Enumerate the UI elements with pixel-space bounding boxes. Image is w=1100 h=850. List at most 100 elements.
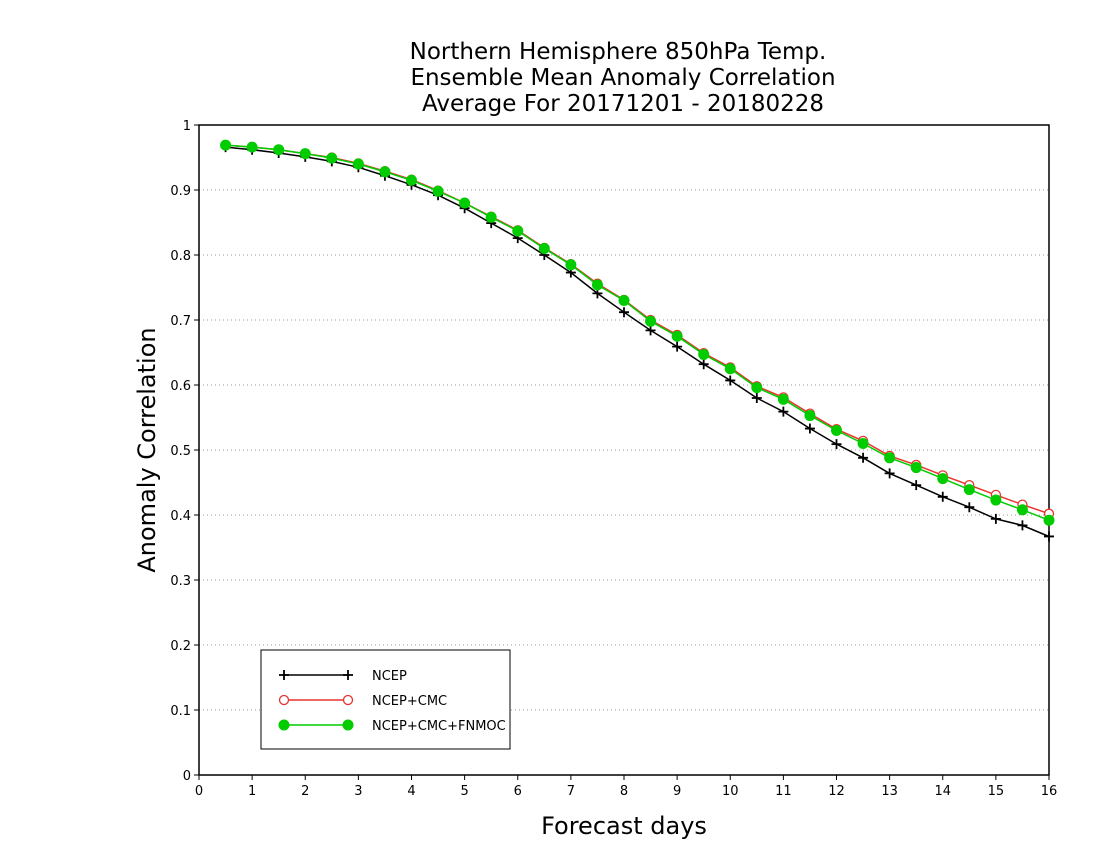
- legend: NCEP NCEP+CMC NCEP+CMC+FNMOC: [260, 649, 511, 750]
- axis-ticks: 00.10.20.30.40.50.60.70.80.910 1 2 3 4 5 6 7 8 9 1…: [170, 119, 1057, 799]
- legend-samples: [278, 670, 354, 731]
- grid: [199, 189, 1049, 711]
- data-point-ncep-cmc-fnmoc: [777, 393, 789, 405]
- data-point-ncep: [672, 341, 683, 352]
- data-point-ncep-cmc-fnmoc: [857, 438, 869, 449]
- x-tick-label: 11: [775, 784, 792, 799]
- legend-sample-marker: [279, 670, 289, 680]
- series-line-ncep-cmc: [225, 144, 1050, 515]
- data-point-ncep: [804, 423, 815, 434]
- data-point-ncep-cmc-fnmoc: [1043, 514, 1055, 526]
- data-point-ncep-cmc-fnmoc: [538, 243, 550, 254]
- series-ncep-cmc: [220, 139, 1055, 519]
- x-tick-label: 9: [673, 784, 681, 799]
- data-point-ncep-cmc-fnmoc: [273, 144, 285, 156]
- x-tick-label: 16: [1041, 784, 1058, 799]
- x-tick-label: 12: [828, 784, 845, 799]
- x-tick-label: 10: [722, 784, 739, 799]
- data-point-ncep-cmc-fnmoc: [963, 484, 975, 496]
- y-tick-label: 0.8: [170, 249, 191, 264]
- data-point-ncep: [990, 513, 1001, 524]
- data-point-ncep-cmc-fnmoc: [937, 473, 949, 485]
- y-tick-label: 0: [183, 769, 191, 784]
- x-tick-label: 13: [881, 784, 898, 799]
- y-tick-label: 0.9: [170, 184, 191, 199]
- legend-label-ncep: NCEP: [372, 669, 407, 684]
- x-tick-label: 15: [988, 784, 1005, 799]
- legend-sample-marker: [343, 670, 353, 680]
- plot-frame: [198, 124, 1050, 776]
- series-layer: [220, 139, 1055, 542]
- data-point-ncep: [884, 468, 895, 479]
- y-tick-label: 0.1: [170, 704, 191, 719]
- series-line-ncep: [225, 146, 1050, 538]
- data-point-ncep: [858, 452, 869, 463]
- data-point-ncep: [831, 439, 842, 450]
- data-point-ncep: [964, 502, 975, 513]
- y-tick-label: 0.4: [170, 509, 191, 524]
- legend-sample-marker: [342, 694, 354, 706]
- x-axis-label: Forecast days: [541, 812, 707, 840]
- x-tick-label: 5: [460, 784, 468, 799]
- title-line-3: Average For 20171201 - 20180228: [422, 91, 824, 117]
- data-point-ncep-cmc-fnmoc: [432, 185, 444, 197]
- data-point-ncep-cmc-fnmoc: [485, 211, 497, 223]
- data-point-ncep: [725, 375, 736, 386]
- data-point-ncep-cmc-fnmoc: [220, 139, 232, 151]
- data-point-ncep-cmc-fnmoc: [299, 148, 311, 160]
- y-tick-label: 0.3: [170, 574, 191, 589]
- data-point-ncep-cmc-fnmoc: [831, 425, 842, 436]
- data-point-ncep-cmc-fnmoc: [910, 462, 922, 474]
- y-tick-label: 0.2: [170, 639, 191, 654]
- series-ncep: [220, 142, 1054, 542]
- x-tick-label: 3: [354, 784, 362, 799]
- data-point-ncep-cmc-fnmoc: [326, 152, 338, 164]
- data-point-ncep-cmc-fnmoc: [512, 225, 524, 237]
- y-tick-label: 1: [183, 119, 191, 134]
- data-point-ncep-cmc-fnmoc: [352, 158, 364, 170]
- data-point-ncep: [751, 393, 762, 403]
- data-point-ncep: [1044, 531, 1054, 542]
- data-point-ncep-cmc-fnmoc: [990, 494, 1002, 506]
- series-ncep-cmc-fnmoc: [220, 139, 1055, 526]
- data-point-ncep-cmc-fnmoc: [379, 166, 391, 178]
- data-point-ncep-cmc-fnmoc: [884, 452, 896, 464]
- data-point-ncep-cmc-fnmoc: [724, 363, 736, 375]
- legend-label-ncep-cmc-fnmoc: NCEP+CMC+FNMOC: [372, 719, 506, 734]
- data-point-ncep: [911, 480, 922, 491]
- data-point-ncep-cmc-fnmoc: [459, 197, 471, 209]
- title-line-1: Northern Hemisphere 850hPa Temp.: [410, 39, 827, 65]
- y-tick-label: 0.7: [170, 314, 191, 329]
- data-point-ncep-cmc-fnmoc: [671, 330, 683, 342]
- data-point-ncep: [698, 359, 709, 370]
- legend-label-ncep-cmc: NCEP+CMC: [372, 694, 447, 709]
- y-tick-label: 0.6: [170, 379, 191, 394]
- data-point-ncep: [619, 307, 629, 318]
- data-point-ncep-cmc-fnmoc: [751, 382, 763, 394]
- data-point-ncep-cmc-fnmoc: [1016, 504, 1028, 516]
- legend-sample-marker: [342, 719, 354, 731]
- series-line-ncep-cmc-fnmoc: [225, 144, 1050, 521]
- x-tick-label: 4: [407, 784, 415, 799]
- data-point-ncep-cmc-fnmoc: [406, 174, 417, 186]
- x-tick-label: 2: [301, 784, 309, 799]
- data-point-ncep-cmc-fnmoc: [698, 348, 710, 360]
- data-point-ncep: [937, 491, 948, 502]
- chart-title: Northern Hemisphere 850hPa Temp. Ensembl…: [410, 39, 836, 117]
- data-point-ncep-cmc-fnmoc: [591, 279, 603, 291]
- data-point-ncep-cmc-fnmoc: [618, 295, 630, 306]
- x-tick-label: 8: [620, 784, 628, 799]
- data-point-ncep: [1017, 520, 1028, 531]
- legend-sample-marker: [278, 694, 290, 706]
- data-point-ncep-cmc-fnmoc: [246, 141, 258, 153]
- legend-box: [260, 649, 511, 750]
- data-point-ncep-cmc-fnmoc: [645, 315, 657, 327]
- data-point-ncep: [778, 406, 789, 417]
- x-tick-label: 7: [567, 784, 575, 799]
- data-point-ncep-cmc-fnmoc: [804, 410, 816, 422]
- x-tick-label: 14: [934, 784, 951, 799]
- title-line-2: Ensemble Mean Anomaly Correlation: [410, 65, 835, 91]
- y-tick-label: 0.5: [170, 444, 191, 459]
- data-point-ncep-cmc-fnmoc: [565, 259, 577, 271]
